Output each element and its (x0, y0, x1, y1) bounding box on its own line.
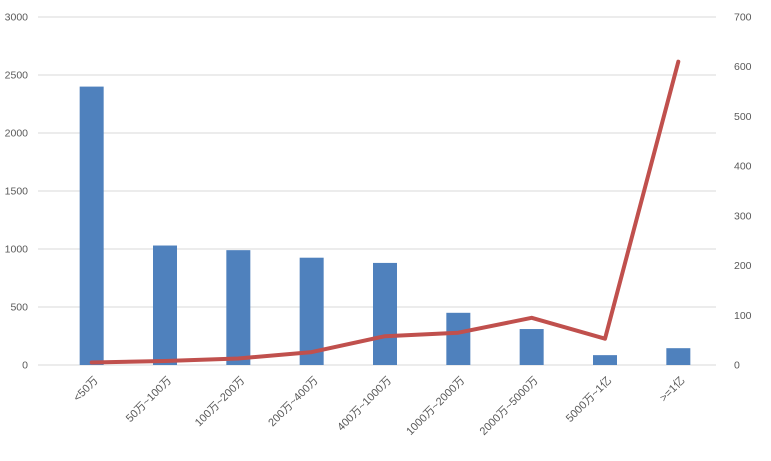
bar (299, 257, 324, 365)
left-axis-tick-label: 500 (10, 302, 28, 314)
right-axis-tick-label: 100 (734, 310, 752, 322)
x-axis-category-label: 100万~200万 (193, 375, 248, 430)
line-series-layer (89, 59, 681, 365)
right-axis-tick-label: 500 (734, 111, 752, 123)
left-axis-tick-labels: 0 500 1000 1500 2000 2500 3000 (5, 12, 29, 372)
x-axis-category-label: >=1亿 (657, 374, 687, 404)
right-axis-tick-label: 600 (734, 61, 752, 73)
x-axis-category-label: 50万~100万 (124, 375, 174, 425)
right-axis-tick-label: 700 (734, 12, 752, 24)
left-axis-tick-label: 1500 (5, 186, 29, 198)
x-axis-category-label: 1000万~2000万 (404, 375, 467, 438)
bar (519, 329, 544, 365)
line-series-path (89, 59, 681, 365)
bar (666, 348, 691, 365)
bar (153, 245, 177, 365)
x-axis-category-label: 200万~400万 (266, 375, 321, 430)
right-axis-tick-label: 0 (734, 360, 740, 372)
bar (79, 86, 104, 365)
x-axis-category-label: 2000万~5000万 (478, 375, 541, 438)
left-axis-tick-label: 2000 (5, 128, 29, 140)
x-axis-category-labels: <50万 50万~100万 100万~200万 200万~400万 400万~1000万… (71, 374, 687, 438)
bar (446, 312, 471, 365)
left-axis-tick-label: 3000 (5, 12, 29, 24)
x-axis-category-label: <50万 (71, 375, 100, 404)
right-axis-tick-label: 400 (734, 161, 752, 173)
bar (373, 262, 397, 365)
bar (593, 355, 617, 365)
left-axis-tick-label: 0 (22, 360, 28, 372)
right-axis-tick-labels: 0 100 200 300 400 500 600 700 (734, 12, 752, 372)
left-axis-tick-label: 2500 (5, 70, 29, 82)
bar-series-layer (79, 86, 691, 365)
gridlines-layer (38, 16, 716, 366)
left-axis-tick-label: 1000 (5, 244, 29, 256)
x-axis-category-label: 5000万~1亿 (563, 374, 614, 425)
x-axis-category-label: 400万~1000万 (335, 375, 394, 434)
right-axis-tick-label: 200 (734, 260, 752, 272)
bar (226, 250, 251, 365)
right-axis-tick-label: 300 (734, 210, 752, 222)
